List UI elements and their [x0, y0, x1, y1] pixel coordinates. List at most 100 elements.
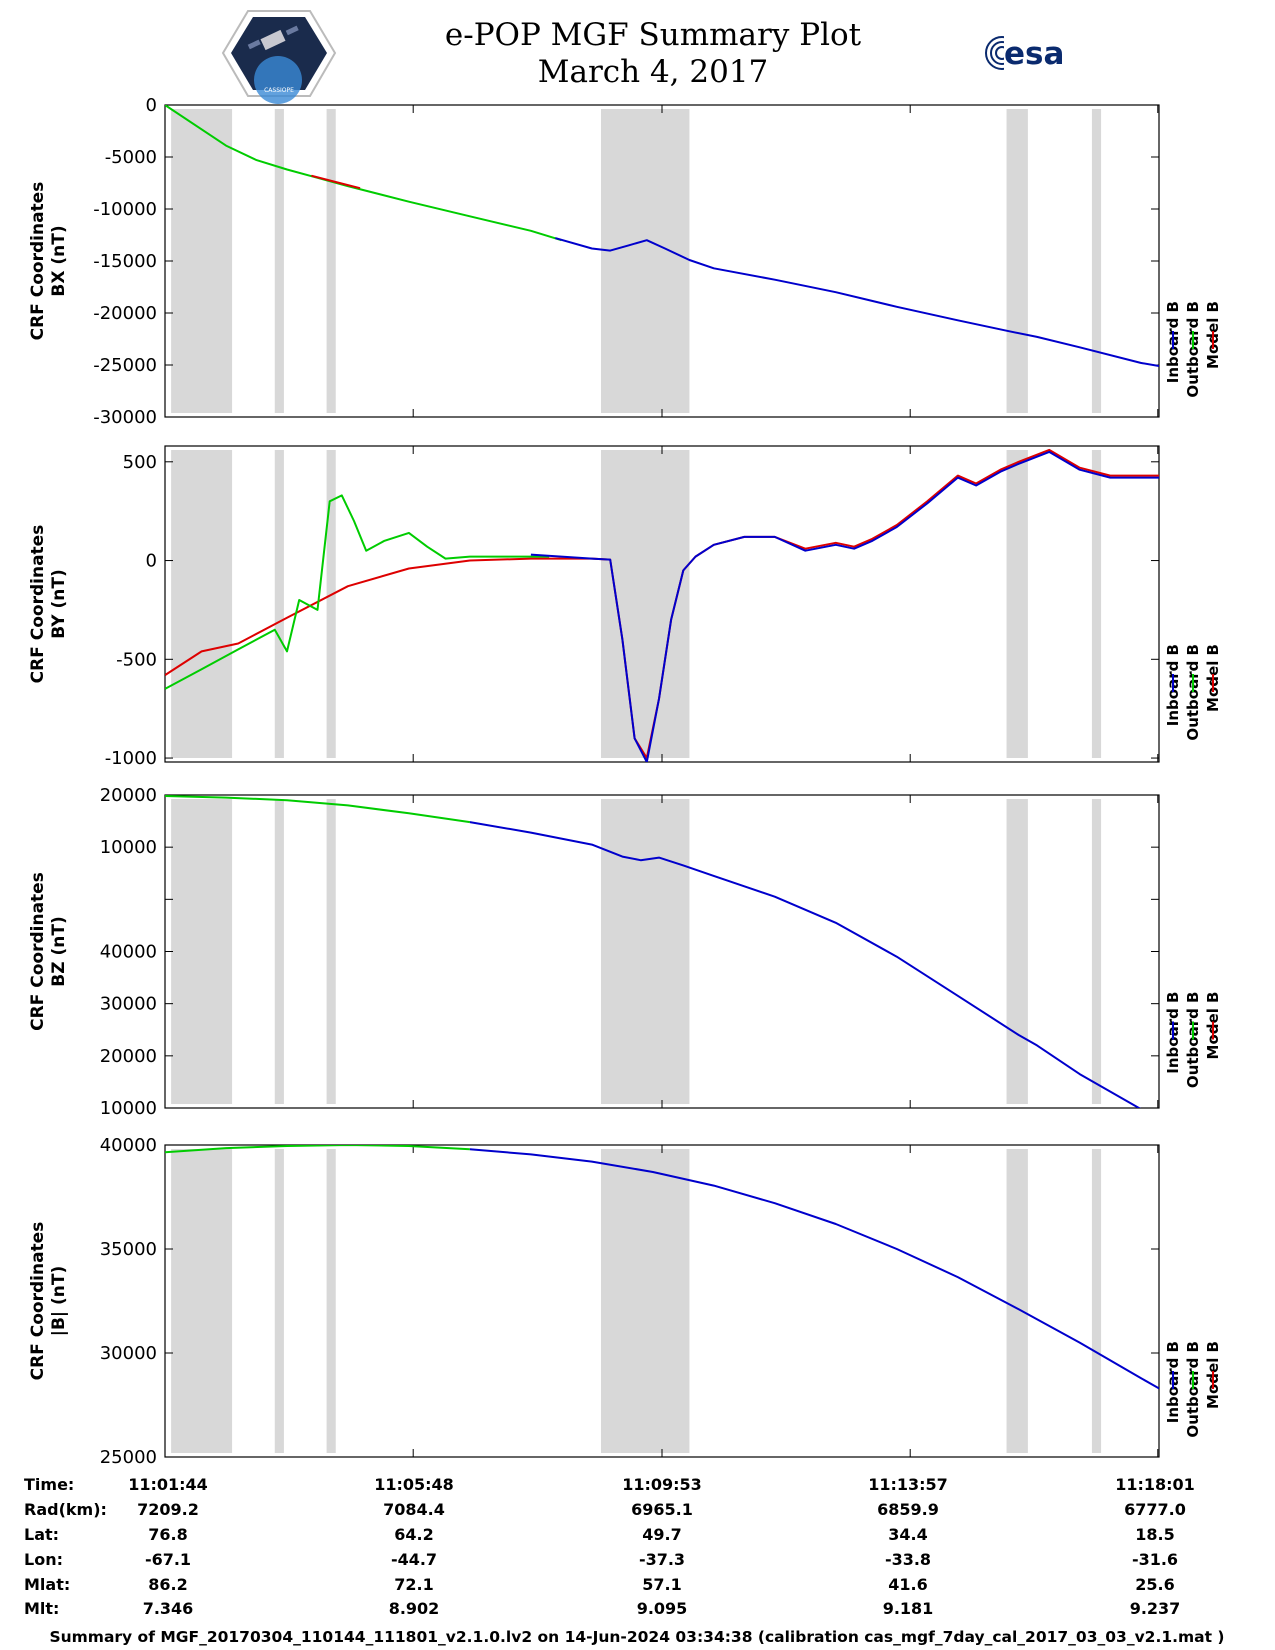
table-cell: -67.1 [145, 1550, 191, 1569]
table-cell: 9.181 [883, 1599, 934, 1618]
series-line-inboard-b [555, 237, 1159, 367]
table-cell: 72.1 [394, 1575, 433, 1594]
data-gap-band [1006, 1149, 1028, 1453]
legend: Inboard B Outboard B Model B [1164, 1341, 1222, 1438]
y-tick-label: 25000 [100, 1447, 157, 1468]
data-gap-band [1091, 1149, 1102, 1453]
data-gap-band [601, 109, 690, 413]
esa-logo: esa [985, 34, 1064, 72]
legend: Inboard B Outboard B Model B [1164, 301, 1222, 398]
table-cell: 9.095 [637, 1599, 688, 1618]
data-gap-band [171, 109, 233, 413]
esa-logo-text: esa [1004, 36, 1064, 72]
x-tick-label: 11:05:48 [374, 1475, 454, 1494]
data-gap-band [1091, 109, 1102, 413]
series-line-model-b [311, 174, 361, 190]
series-line-inboard-b [469, 821, 1141, 1108]
data-gap-band [171, 450, 233, 758]
panel-4: 40000 35000 30000 25000 CRF Coordinates |B| (… [28, 1135, 1222, 1468]
cassiope-logo: CASSIOPE [221, 10, 337, 104]
data-gap-band [326, 109, 336, 413]
table-cell: 7209.2 [137, 1500, 199, 1519]
y-tick-label: 500 [123, 452, 157, 473]
legend-label: Outboard B [1184, 1341, 1202, 1438]
y-tick-label: 35000 [100, 1239, 157, 1260]
y-axis-label: CRF Coordinates [28, 525, 48, 684]
chart-subtitle-date: March 4, 2017 [538, 54, 769, 90]
data-gap-band [326, 799, 336, 1104]
footer-caption: Summary of MGF_20170304_110144_111801_v2… [49, 1628, 1224, 1646]
y-tick-label: -30000 [93, 407, 157, 428]
table-cell: 6777.0 [1124, 1500, 1186, 1519]
y-axis-unit-label: BZ (nT) [49, 916, 69, 986]
y-axis-unit-label: BX (nT) [49, 225, 69, 296]
y-tick-label: -20000 [93, 303, 157, 324]
table-cell: 18.5 [1135, 1525, 1174, 1544]
table-cell: -37.3 [639, 1550, 685, 1569]
table-cell: 9.237 [1130, 1599, 1181, 1618]
table-cell: 7.346 [143, 1599, 194, 1618]
table-cell: 76.8 [148, 1525, 187, 1544]
legend: Inboard B Outboard B Model B [1164, 644, 1222, 741]
y-axis-label: CRF Coordinates [28, 872, 48, 1031]
y-axis-unit-label: BY (nT) [49, 569, 69, 639]
table-cell: 6965.1 [631, 1500, 693, 1519]
table-cell: -44.7 [391, 1550, 437, 1569]
table-row-label: Mlat: [24, 1575, 70, 1594]
series-group [165, 795, 1141, 1108]
data-gap-band [274, 450, 284, 758]
panel-3: 20000 10000 40000 30000 20000 10000 CRF Coordi… [28, 785, 1222, 1119]
series-line-inboard-b [469, 1148, 1159, 1390]
panel-1: 0 -5000 -10000 -15000 -20000 -25000 -30000 CRF … [28, 95, 1222, 428]
legend: Inboard B Outboard B Model B [1164, 992, 1222, 1089]
series-group [165, 1145, 1159, 1390]
y-axis-unit-label: |B| (nT) [49, 1266, 69, 1337]
y-axis-label: CRF Coordinates [28, 1222, 48, 1381]
y-tick-label: -25000 [93, 355, 157, 376]
x-tick-label: 11:18:01 [1115, 1475, 1195, 1494]
legend-label: Outboard B [1184, 992, 1202, 1089]
legend-label: Outboard B [1184, 644, 1202, 741]
series-line-outboard-b [165, 494, 550, 690]
y-tick-label: 10000 [100, 1098, 157, 1119]
series-line-inboard-b [530, 450, 1159, 762]
y-tick-label: -5000 [105, 147, 157, 168]
data-gap-band [601, 799, 690, 1104]
data-gap-band [274, 109, 284, 413]
table-row-label: Time: [24, 1475, 74, 1494]
y-tick-label: 0 [146, 551, 157, 572]
y-tick-label: -10000 [93, 199, 157, 220]
y-tick-label: 30000 [100, 994, 157, 1015]
data-gap-band [1006, 450, 1028, 758]
data-gap-band [274, 1149, 284, 1453]
data-gap-band [1091, 450, 1102, 758]
data-gap-band [274, 799, 284, 1104]
series-group [165, 448, 1159, 762]
y-tick-label: -15000 [93, 251, 157, 272]
chart-title: e-POP MGF Summary Plot [445, 17, 862, 53]
data-gap-band [1006, 799, 1028, 1104]
y-tick-label: 20000 [100, 785, 157, 806]
data-gap-band [326, 450, 336, 758]
x-tick-label: 11:13:57 [868, 1475, 948, 1494]
table-row-label: Rad(km): [24, 1500, 107, 1519]
x-tick-label: 11:01:44 [128, 1475, 208, 1494]
table-row-label: Mlt: [24, 1599, 59, 1618]
table-cell: -33.8 [885, 1550, 931, 1569]
y-tick-label: 40000 [100, 1135, 157, 1156]
x-tick-label: 11:09:53 [622, 1475, 702, 1494]
data-gap-band [326, 1149, 336, 1453]
cassiope-logo-text: CASSIOPE [264, 87, 294, 94]
data-gap-band [171, 799, 233, 1104]
data-gap-band [601, 1149, 690, 1453]
y-tick-label: -500 [116, 649, 157, 670]
y-tick-label: 20000 [100, 1046, 157, 1067]
table-cell: 34.4 [888, 1525, 927, 1544]
table-cell: 8.902 [389, 1599, 440, 1618]
table-cell: 41.6 [888, 1575, 927, 1594]
ephemeris-table: Time: Rad(km): Lat: Lon: Mlat: Mlt: 11:01:44 72… [24, 1475, 1195, 1618]
table-cell: 6859.9 [877, 1500, 939, 1519]
y-axis-label: CRF Coordinates [28, 182, 48, 341]
series-group [165, 105, 1159, 367]
table-cell: 49.7 [642, 1525, 681, 1544]
